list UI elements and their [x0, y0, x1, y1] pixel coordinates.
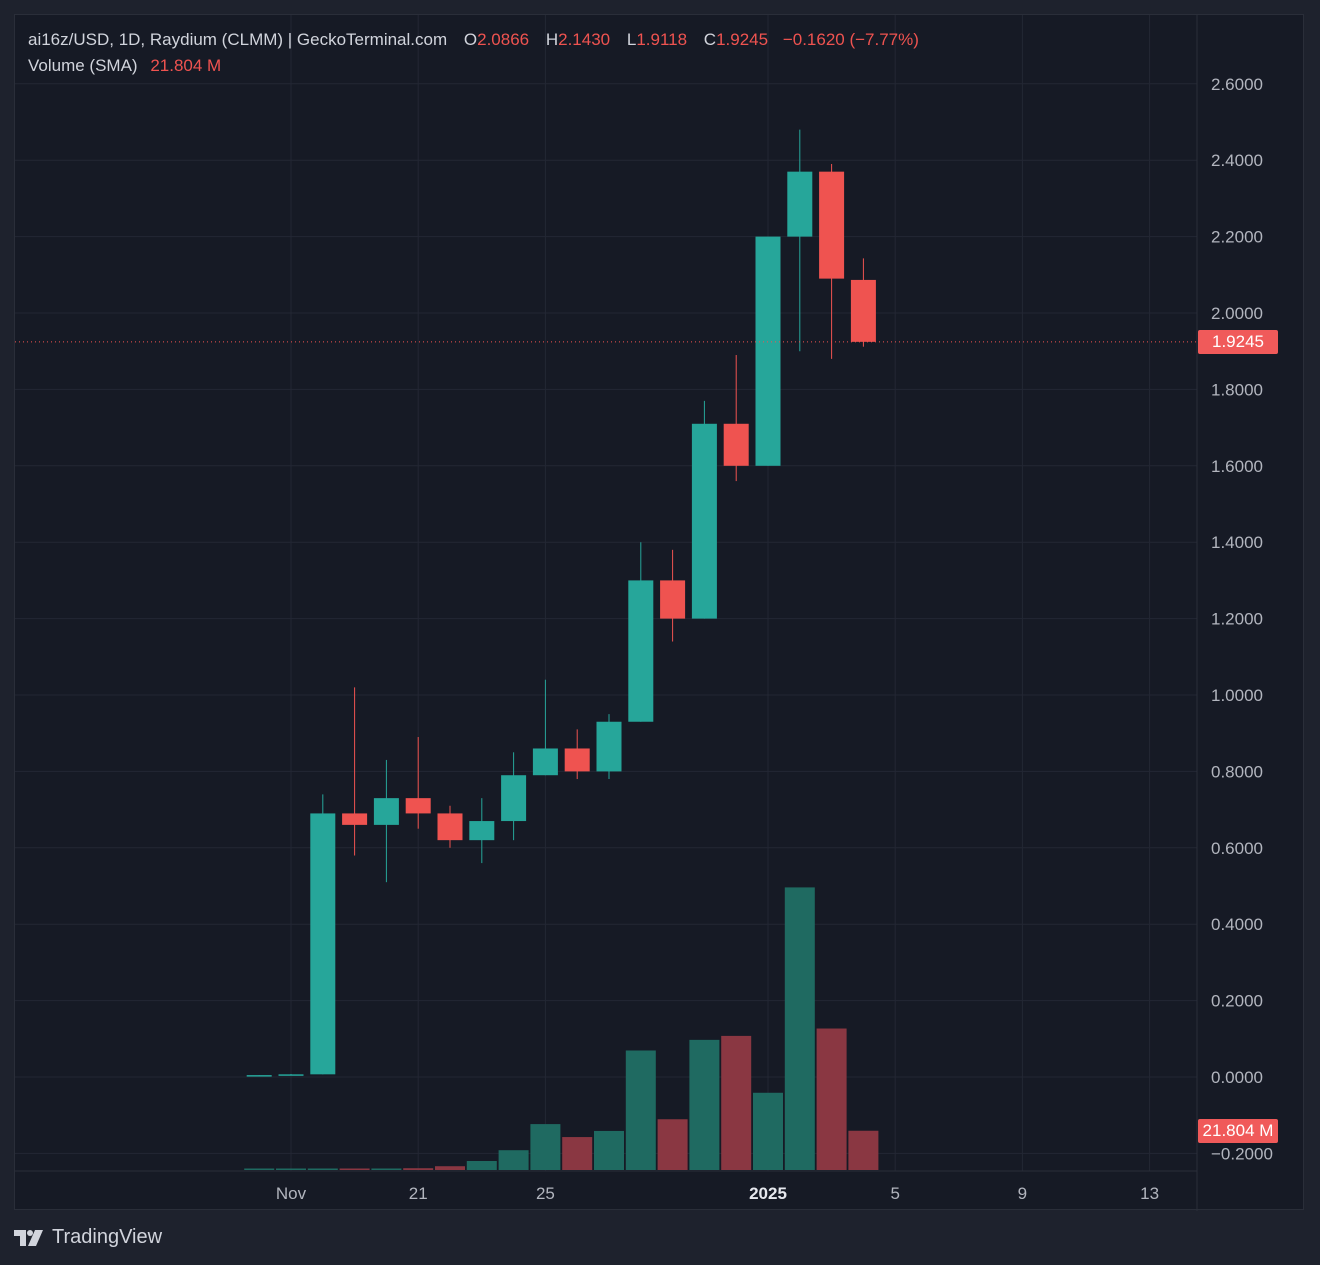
low-label: L [626, 30, 637, 49]
price-tick-label: 2.0000 [1211, 304, 1263, 323]
volume-bar [403, 1168, 434, 1170]
volume-legend: Volume (SMA) 21.804 M [28, 56, 221, 76]
volume-bar [530, 1124, 561, 1170]
volume-bar [784, 887, 815, 1170]
volume-bar [466, 1161, 497, 1170]
candle-body [691, 423, 717, 619]
volume-bar [435, 1166, 465, 1170]
price-tick-label: 1.0000 [1211, 686, 1263, 705]
price-tick-label: 2.6000 [1211, 75, 1263, 94]
volume-bar [753, 1092, 783, 1170]
volume-bar [721, 1035, 752, 1170]
volume-value: 21.804 M [150, 56, 222, 75]
price-tick-label: 1.8000 [1211, 380, 1263, 399]
candle-body [342, 813, 368, 825]
price-axis[interactable]: 2.6000 2.4000 2.2000 2.0000 1.8000 1.6000 1.40… [1211, 75, 1273, 1164]
close-value: 1.9245 [716, 30, 769, 49]
candle-body [564, 748, 590, 772]
high-value: 2.1430 [558, 30, 611, 49]
time-tick-label: 5 [890, 1184, 899, 1203]
volume-bar [244, 1168, 275, 1170]
candle-body [469, 821, 495, 841]
candle-body [596, 721, 622, 772]
candle-body [437, 813, 463, 841]
candle-body [373, 798, 399, 825]
volume-bar [562, 1137, 593, 1170]
candle-body [787, 171, 813, 237]
tradingview-logo-icon [14, 1229, 43, 1246]
candle-body [628, 580, 654, 722]
candle-body [278, 1074, 304, 1076]
candlestick-chart[interactable]: 2.6000 2.4000 2.2000 2.0000 1.8000 1.6000 1.40… [15, 15, 1305, 1211]
time-tick-label: 25 [536, 1184, 555, 1203]
candle-body [819, 171, 845, 279]
time-tick-label: 21 [409, 1184, 428, 1203]
open-value: 2.0866 [477, 30, 530, 49]
tradingview-logo[interactable]: TradingView [14, 1226, 162, 1249]
candle-body [405, 798, 431, 814]
open-label: O [463, 30, 478, 49]
volume-bar [657, 1119, 688, 1170]
volume-bar [594, 1130, 624, 1170]
close-label: C [703, 30, 717, 49]
price-tick-label: 1.4000 [1211, 533, 1263, 552]
volume-bar [339, 1168, 370, 1170]
price-tick-label: −0.2000 [1211, 1144, 1273, 1163]
time-tick-label: 13 [1140, 1184, 1159, 1203]
time-tick-label: 2025 [749, 1184, 787, 1203]
tradingview-brand: TradingView [52, 1226, 163, 1248]
price-tick-label: 1.2000 [1211, 610, 1263, 629]
last-price-tag: 1.9245 [1198, 329, 1278, 354]
change-value: −0.1620 (−7.77%) [782, 30, 919, 49]
candle-body [850, 279, 876, 342]
candle-body [532, 748, 558, 776]
volume-bar [816, 1028, 847, 1170]
volume-bar [498, 1150, 529, 1170]
volume-bar [307, 1168, 338, 1170]
candle-body [501, 775, 527, 822]
low-value: 1.9118 [636, 30, 688, 49]
grid-lines [15, 15, 1197, 1171]
candle-body [310, 813, 336, 1075]
volume-tag: 21.804 M [1198, 1118, 1278, 1143]
candle-body [723, 423, 749, 466]
volume-bar [848, 1130, 879, 1170]
price-tick-label: 0.6000 [1211, 839, 1263, 858]
time-tick-label: Nov [276, 1184, 307, 1203]
time-axis[interactable]: Nov 21 25 2025 5 9 13 [276, 1184, 1159, 1203]
high-label: H [545, 30, 559, 49]
candle-body [246, 1075, 272, 1077]
price-tick-label: 2.4000 [1211, 151, 1263, 170]
candle-body [755, 236, 781, 466]
symbol-label: ai16z/USD, 1D, Raydium (CLMM) | GeckoTer… [28, 30, 448, 49]
price-tick-label: 2.2000 [1211, 228, 1263, 247]
volume-bar [689, 1039, 720, 1170]
volume-bars [244, 887, 879, 1170]
price-tick-label: 1.6000 [1211, 457, 1263, 476]
candle-body [660, 580, 686, 619]
volume-label: Volume (SMA) [28, 56, 138, 75]
time-tick-label: 9 [1018, 1184, 1027, 1203]
ohlc-legend: ai16z/USD, 1D, Raydium (CLMM) | GeckoTer… [28, 30, 919, 50]
chart-panel[interactable]: 2.6000 2.4000 2.2000 2.0000 1.8000 1.6000 1.40… [14, 14, 1305, 1211]
price-tick-label: 0.8000 [1211, 762, 1263, 781]
price-tick-label: 0.0000 [1211, 1068, 1263, 1087]
candles [246, 129, 876, 1077]
volume-bar [625, 1050, 656, 1170]
volume-bar [371, 1168, 402, 1170]
price-tick-label: 0.2000 [1211, 992, 1263, 1011]
price-tick-label: 0.4000 [1211, 915, 1263, 934]
volume-bar [276, 1168, 306, 1170]
